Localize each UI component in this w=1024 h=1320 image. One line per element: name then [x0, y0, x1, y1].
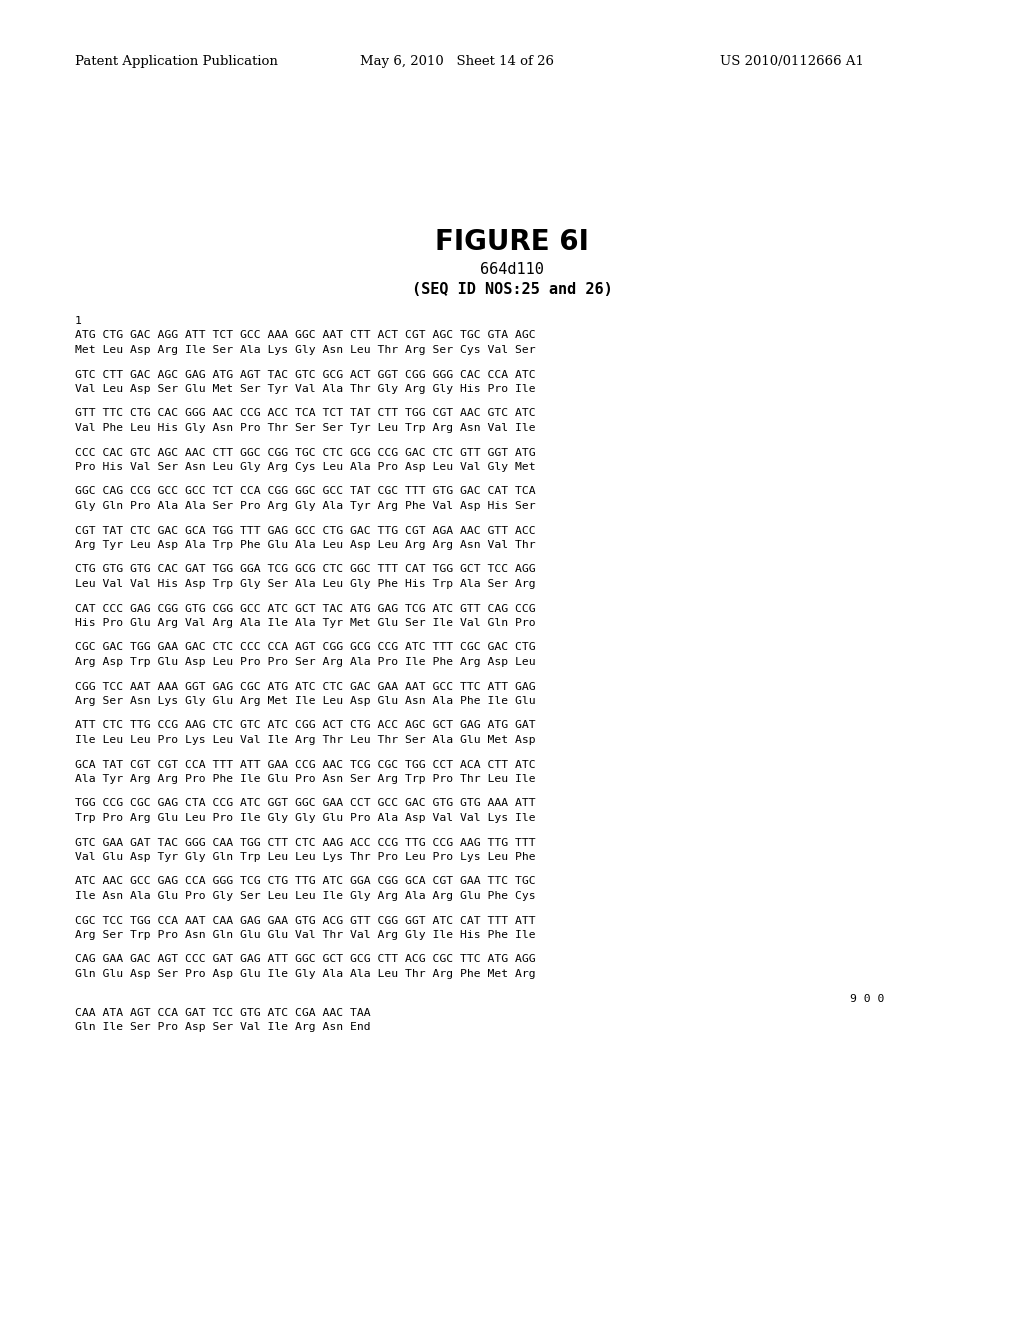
Text: Arg Tyr Leu Asp Ala Trp Phe Glu Ala Leu Asp Leu Arg Arg Asn Val Thr: Arg Tyr Leu Asp Ala Trp Phe Glu Ala Leu …	[75, 540, 536, 550]
Text: May 6, 2010   Sheet 14 of 26: May 6, 2010 Sheet 14 of 26	[360, 55, 554, 69]
Text: GTC CTT GAC AGC GAG ATG AGT TAC GTC GCG ACT GGT CGG GGG CAC CCA ATC: GTC CTT GAC AGC GAG ATG AGT TAC GTC GCG …	[75, 370, 536, 380]
Text: (SEQ ID NOS:25 and 26): (SEQ ID NOS:25 and 26)	[412, 282, 612, 297]
Text: TGG CCG CGC GAG CTA CCG ATC GGT GGC GAA CCT GCC GAC GTG GTG AAA ATT: TGG CCG CGC GAG CTA CCG ATC GGT GGC GAA …	[75, 799, 536, 808]
Text: His Pro Glu Arg Val Arg Ala Ile Ala Tyr Met Glu Ser Ile Val Gln Pro: His Pro Glu Arg Val Arg Ala Ile Ala Tyr …	[75, 618, 536, 628]
Text: Arg Ser Asn Lys Gly Glu Arg Met Ile Leu Asp Glu Asn Ala Phe Ile Glu: Arg Ser Asn Lys Gly Glu Arg Met Ile Leu …	[75, 696, 536, 706]
Text: Ile Leu Leu Pro Lys Leu Val Ile Arg Thr Leu Thr Ser Ala Glu Met Asp: Ile Leu Leu Pro Lys Leu Val Ile Arg Thr …	[75, 735, 536, 744]
Text: CGG TCC AAT AAA GGT GAG CGC ATG ATC CTC GAC GAA AAT GCC TTC ATT GAG: CGG TCC AAT AAA GGT GAG CGC ATG ATC CTC …	[75, 681, 536, 692]
Text: GTC GAA GAT TAC GGG CAA TGG CTT CTC AAG ACC CCG TTG CCG AAG TTG TTT: GTC GAA GAT TAC GGG CAA TGG CTT CTC AAG …	[75, 837, 536, 847]
Text: Leu Val Val His Asp Trp Gly Ser Ala Leu Gly Phe His Trp Ala Ser Arg: Leu Val Val His Asp Trp Gly Ser Ala Leu …	[75, 579, 536, 589]
Text: Val Glu Asp Tyr Gly Gln Trp Leu Leu Lys Thr Pro Leu Pro Lys Leu Phe: Val Glu Asp Tyr Gly Gln Trp Leu Leu Lys …	[75, 851, 536, 862]
Text: US 2010/0112666 A1: US 2010/0112666 A1	[720, 55, 864, 69]
Text: ATT CTC TTG CCG AAG CTC GTC ATC CGG ACT CTG ACC AGC GCT GAG ATG GAT: ATT CTC TTG CCG AAG CTC GTC ATC CGG ACT …	[75, 721, 536, 730]
Text: ATC AAC GCC GAG CCA GGG TCG CTG TTG ATC GGA CGG GCA CGT GAA TTC TGC: ATC AAC GCC GAG CCA GGG TCG CTG TTG ATC …	[75, 876, 536, 887]
Text: CCC CAC GTC AGC AAC CTT GGC CGG TGC CTC GCG CCG GAC CTC GTT GGT ATG: CCC CAC GTC AGC AAC CTT GGC CGG TGC CTC …	[75, 447, 536, 458]
Text: GGC CAG CCG GCC GCC TCT CCA CGG GGC GCC TAT CGC TTT GTG GAC CAT TCA: GGC CAG CCG GCC GCC TCT CCA CGG GGC GCC …	[75, 487, 536, 496]
Text: Gln Glu Asp Ser Pro Asp Glu Ile Gly Ala Ala Leu Thr Arg Phe Met Arg: Gln Glu Asp Ser Pro Asp Glu Ile Gly Ala …	[75, 969, 536, 979]
Text: CAG GAA GAC AGT CCC GAT GAG ATT GGC GCT GCG CTT ACG CGC TTC ATG AGG: CAG GAA GAC AGT CCC GAT GAG ATT GGC GCT …	[75, 954, 536, 965]
Text: 664d110: 664d110	[480, 261, 544, 277]
Text: CAA ATA AGT CCA GAT TCC GTG ATC CGA AAC TAA: CAA ATA AGT CCA GAT TCC GTG ATC CGA AAC …	[75, 1008, 371, 1018]
Text: Ile Asn Ala Glu Pro Gly Ser Leu Leu Ile Gly Arg Ala Arg Glu Phe Cys: Ile Asn Ala Glu Pro Gly Ser Leu Leu Ile …	[75, 891, 536, 902]
Text: ATG CTG GAC AGG ATT TCT GCC AAA GGC AAT CTT ACT CGT AGC TGC GTA AGC: ATG CTG GAC AGG ATT TCT GCC AAA GGC AAT …	[75, 330, 536, 341]
Text: 1: 1	[75, 315, 82, 326]
Text: CGC TCC TGG CCA AAT CAA GAG GAA GTG ACG GTT CGG GGT ATC CAT TTT ATT: CGC TCC TGG CCA AAT CAA GAG GAA GTG ACG …	[75, 916, 536, 925]
Text: Val Leu Asp Ser Glu Met Ser Tyr Val Ala Thr Gly Arg Gly His Pro Ile: Val Leu Asp Ser Glu Met Ser Tyr Val Ala …	[75, 384, 536, 393]
Text: CGC GAC TGG GAA GAC CTC CCC CCA AGT CGG GCG CCG ATC TTT CGC GAC CTG: CGC GAC TGG GAA GAC CTC CCC CCA AGT CGG …	[75, 643, 536, 652]
Text: GCA TAT CGT CGT CCA TTT ATT GAA CCG AAC TCG CGC TGG CCT ACA CTT ATC: GCA TAT CGT CGT CCA TTT ATT GAA CCG AAC …	[75, 759, 536, 770]
Text: Gln Ile Ser Pro Asp Ser Val Ile Arg Asn End: Gln Ile Ser Pro Asp Ser Val Ile Arg Asn …	[75, 1023, 371, 1032]
Text: Met Leu Asp Arg Ile Ser Ala Lys Gly Asn Leu Thr Arg Ser Cys Val Ser: Met Leu Asp Arg Ile Ser Ala Lys Gly Asn …	[75, 345, 536, 355]
Text: GTT TTC CTG CAC GGG AAC CCG ACC TCA TCT TAT CTT TGG CGT AAC GTC ATC: GTT TTC CTG CAC GGG AAC CCG ACC TCA TCT …	[75, 408, 536, 418]
Text: 9 0 0: 9 0 0	[850, 994, 885, 1003]
Text: Arg Ser Trp Pro Asn Gln Glu Glu Val Thr Val Arg Gly Ile His Phe Ile: Arg Ser Trp Pro Asn Gln Glu Glu Val Thr …	[75, 931, 536, 940]
Text: CGT TAT CTC GAC GCA TGG TTT GAG GCC CTG GAC TTG CGT AGA AAC GTT ACC: CGT TAT CTC GAC GCA TGG TTT GAG GCC CTG …	[75, 525, 536, 536]
Text: Patent Application Publication: Patent Application Publication	[75, 55, 278, 69]
Text: Val Phe Leu His Gly Asn Pro Thr Ser Ser Tyr Leu Trp Arg Asn Val Ile: Val Phe Leu His Gly Asn Pro Thr Ser Ser …	[75, 422, 536, 433]
Text: FIGURE 6I: FIGURE 6I	[435, 228, 589, 256]
Text: CTG GTG GTG CAC GAT TGG GGA TCG GCG CTC GGC TTT CAT TGG GCT TCC AGG: CTG GTG GTG CAC GAT TGG GGA TCG GCG CTC …	[75, 565, 536, 574]
Text: CAT CCC GAG CGG GTG CGG GCC ATC GCT TAC ATG GAG TCG ATC GTT CAG CCG: CAT CCC GAG CGG GTG CGG GCC ATC GCT TAC …	[75, 603, 536, 614]
Text: Trp Pro Arg Glu Leu Pro Ile Gly Gly Glu Pro Ala Asp Val Val Lys Ile: Trp Pro Arg Glu Leu Pro Ile Gly Gly Glu …	[75, 813, 536, 822]
Text: Ala Tyr Arg Arg Pro Phe Ile Glu Pro Asn Ser Arg Trp Pro Thr Leu Ile: Ala Tyr Arg Arg Pro Phe Ile Glu Pro Asn …	[75, 774, 536, 784]
Text: Gly Gln Pro Ala Ala Ser Pro Arg Gly Ala Tyr Arg Phe Val Asp His Ser: Gly Gln Pro Ala Ala Ser Pro Arg Gly Ala …	[75, 502, 536, 511]
Text: Arg Asp Trp Glu Asp Leu Pro Pro Ser Arg Ala Pro Ile Phe Arg Asp Leu: Arg Asp Trp Glu Asp Leu Pro Pro Ser Arg …	[75, 657, 536, 667]
Text: Pro His Val Ser Asn Leu Gly Arg Cys Leu Ala Pro Asp Leu Val Gly Met: Pro His Val Ser Asn Leu Gly Arg Cys Leu …	[75, 462, 536, 473]
